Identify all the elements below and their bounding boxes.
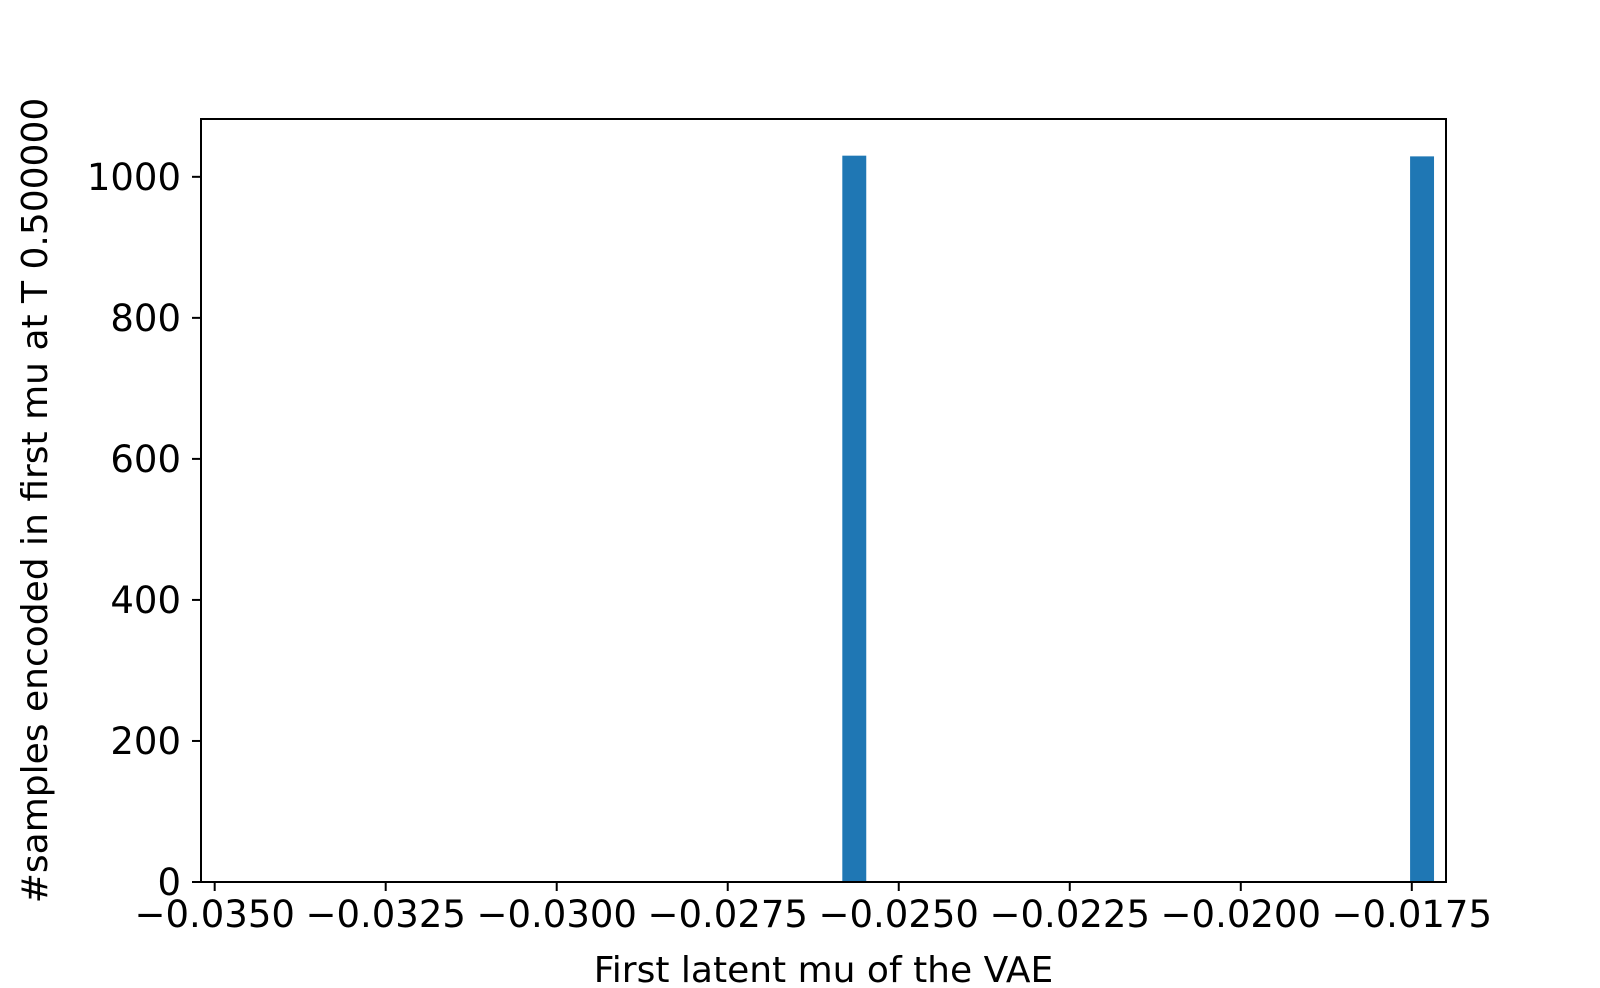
- plot-frame: [200, 118, 1447, 883]
- x-tick-label: −0.0250: [819, 893, 979, 936]
- bars-group: [842, 155, 1435, 882]
- x-tick-label: −0.0175: [1332, 893, 1492, 936]
- x-tick-label: −0.0300: [476, 893, 636, 936]
- y-tick-label: 800: [110, 297, 181, 340]
- y-axis-ticks: 0 200 400 600 800 1000: [87, 156, 201, 904]
- y-tick-label: 0: [157, 861, 181, 904]
- y-tick-label: 200: [110, 720, 181, 763]
- bar-2: [1410, 156, 1435, 882]
- x-tick-label: −0.0275: [647, 893, 807, 936]
- x-tick-label: −0.0225: [990, 893, 1150, 936]
- x-tick-label: −0.0350: [134, 893, 294, 936]
- x-tick-label: −0.0325: [305, 893, 465, 936]
- y-tick-label: 1000: [87, 156, 181, 199]
- y-tick-label: 600: [110, 438, 181, 481]
- x-axis-ticks: −0.0350 −0.0325 −0.0300 −0.0275 −0.0250 −0.02…: [134, 882, 1492, 936]
- y-tick-label: 400: [110, 579, 181, 622]
- bar-1: [842, 155, 867, 882]
- y-axis-label: #samples encoded in first mu at T 0.5000…: [15, 98, 56, 904]
- x-axis-label: First latent mu of the VAE: [594, 950, 1054, 988]
- x-tick-label: −0.0200: [1161, 893, 1321, 936]
